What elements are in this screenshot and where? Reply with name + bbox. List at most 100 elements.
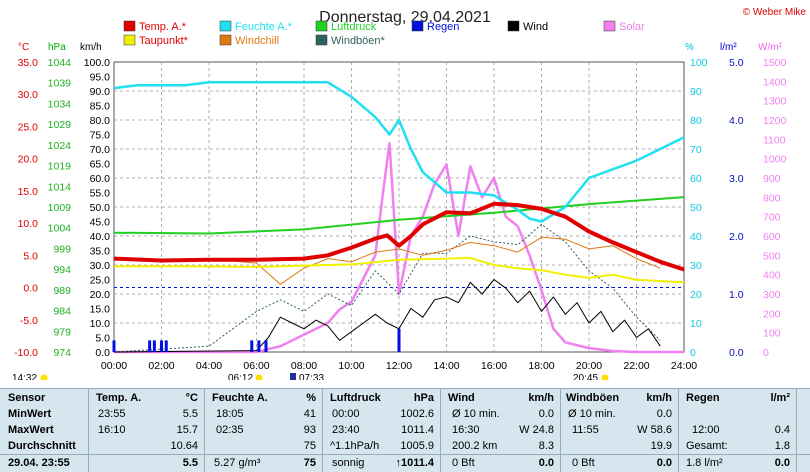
axis-labels: 35.0 30.0 25.0 20.0 15.0 10.0 5.0 0.0 -5.0 -10.0 1… xyxy=(14,57,786,372)
rain-tick-label: 2.0 xyxy=(729,231,744,243)
col-sensor: Sensor MinWert MaxWert Durchschnitt 29.0… xyxy=(0,389,89,472)
unit-kmh: km/h xyxy=(80,42,102,53)
hum-avg: 75 xyxy=(303,440,316,452)
x-tick-label: 18:00 xyxy=(528,360,554,372)
legend-label: Solar xyxy=(619,21,645,33)
rain-bar xyxy=(257,340,261,352)
hum-min-time: 18:05 xyxy=(216,408,244,420)
sensor-min: MinWert xyxy=(8,408,52,420)
legend-swatch xyxy=(219,20,232,32)
legend-label: Taupunkt* xyxy=(139,35,189,47)
press-avg: 1005.9 xyxy=(400,440,434,452)
series-solar xyxy=(114,141,684,354)
solar-tick-label: 1300 xyxy=(763,96,787,108)
solar-tick-label: 200 xyxy=(763,308,781,320)
rain-bar xyxy=(164,340,168,352)
press-foot: ↑1011.4 xyxy=(395,457,434,469)
solar-tick-label: 700 xyxy=(763,212,781,224)
temp-tick-label: -10.0 xyxy=(14,347,38,359)
pct-tick-label: 20 xyxy=(690,289,702,301)
col-rain: Regen l/m² 12:00 0.4 Gesamt: 1.8 1.8 l/m² 0.… xyxy=(678,389,797,472)
col-humidity: Feuchte A.% 18:05 41 02:35 93 75 5.27 g/m³… xyxy=(204,389,323,472)
legend-swatch xyxy=(315,34,328,46)
x-tick-label: 16:00 xyxy=(481,360,507,372)
sensor-foot: 29.04. 23:55 xyxy=(8,457,70,469)
hpa-tick-label: 999 xyxy=(53,243,71,255)
temp-tick-label: 35.0 xyxy=(18,57,39,69)
unit-pct: % xyxy=(685,42,694,53)
kmh-tick-label: 30.0 xyxy=(90,260,111,272)
gust-unit: km/h xyxy=(646,392,672,404)
kmh-tick-label: 80.0 xyxy=(90,115,111,127)
wind-avg10: 0.0 xyxy=(538,408,554,420)
gust-head: Windböen xyxy=(566,392,620,404)
x-tick-label: 04:00 xyxy=(196,360,222,372)
legend-swatch xyxy=(123,20,136,32)
legend-label: Wind xyxy=(523,21,548,33)
wind-unit: km/h xyxy=(528,392,554,404)
x-tick-label: 22:00 xyxy=(623,360,649,372)
rain-foot2: 0.0 xyxy=(774,457,790,469)
hpa-tick-label: 1034 xyxy=(48,98,72,110)
legend-label: Temp. A.* xyxy=(139,21,187,33)
event-sunset: 20:45 xyxy=(573,373,598,380)
rain-head: Regen xyxy=(686,392,720,404)
temp-avg: 10.64 xyxy=(170,440,198,452)
temp-tick-label: 25.0 xyxy=(18,121,39,133)
hpa-tick-label: 1019 xyxy=(48,161,72,173)
rain-bar xyxy=(152,340,156,352)
temp-max-time: 16:10 xyxy=(98,424,126,436)
hum-foot: 75 xyxy=(303,457,316,469)
kmh-tick-label: 65.0 xyxy=(90,159,111,171)
wind-avg-label: Ø 10 min. xyxy=(452,408,500,420)
weather-chart: Donnerstag, 29.04.2021 © Weber Mike Temp… xyxy=(12,7,806,380)
hpa-tick-label: 989 xyxy=(53,285,71,297)
pct-tick-label: 30 xyxy=(690,260,702,272)
wind-max-time: 16:30 xyxy=(452,424,480,436)
pct-tick-label: 100 xyxy=(690,57,708,69)
kmh-tick-label: 60.0 xyxy=(90,173,111,185)
pct-tick-label: 60 xyxy=(690,173,702,185)
legend-swatch xyxy=(411,20,424,32)
event-markers: 14:32 06:12 07:33 20:45 xyxy=(12,373,609,380)
hpa-tick-label: 984 xyxy=(53,306,71,318)
unit-rain: l/m² xyxy=(720,42,737,53)
kmh-tick-label: 70.0 xyxy=(90,144,111,156)
press-unit: hPa xyxy=(413,392,434,404)
gust-max-time: 11:55 xyxy=(572,424,599,436)
press-max-time: 23:40 xyxy=(332,424,360,436)
pct-tick-label: 50 xyxy=(690,202,702,214)
temp-tick-label: -5.0 xyxy=(20,315,38,327)
hpa-tick-label: 994 xyxy=(53,264,71,276)
hpa-tick-label: 1044 xyxy=(48,57,72,69)
series-taupunkt xyxy=(114,256,685,284)
rain-bar xyxy=(160,340,163,352)
rain-bar xyxy=(148,340,152,352)
solar-tick-label: 300 xyxy=(763,289,781,301)
press-head: Luftdruck xyxy=(330,392,381,404)
kmh-tick-label: 85.0 xyxy=(90,101,111,113)
x-tick-label: 06:00 xyxy=(243,360,269,372)
x-tick-label: 10:00 xyxy=(338,360,364,372)
rain-tick-label: 4.0 xyxy=(729,115,744,127)
unit-solar: W/m² xyxy=(758,42,783,53)
temp-tick-label: 10.0 xyxy=(18,218,39,230)
gust-avg-label: Ø 10 min. xyxy=(568,408,616,420)
stats-table: Sensor MinWert MaxWert Durchschnitt 29.0… xyxy=(0,388,810,472)
hpa-tick-label: 974 xyxy=(53,347,71,359)
gust-avg: 19.9 xyxy=(650,440,672,452)
x-tick-label: 02:00 xyxy=(148,360,174,372)
x-tick-label: 24:00 xyxy=(671,360,697,372)
legend-label: Windböen* xyxy=(331,35,386,47)
kmh-tick-label: 5.0 xyxy=(95,333,110,345)
col-wind: Wind km/h Ø 10 min. 0.0 16:30 W 24.8 200.2 … xyxy=(440,389,561,472)
legend-swatch xyxy=(603,20,616,32)
solar-tick-label: 100 xyxy=(763,328,781,340)
rain-tick-label: 3.0 xyxy=(729,173,744,185)
x-tick-label: 08:00 xyxy=(291,360,317,372)
rain-total-label: Gesamt: xyxy=(686,440,728,452)
data-series xyxy=(112,81,685,354)
solar-tick-label: 1400 xyxy=(763,76,787,88)
wind-foot: 0.0 xyxy=(538,457,554,469)
press-trend: ^1.1hPa/h xyxy=(330,440,380,452)
